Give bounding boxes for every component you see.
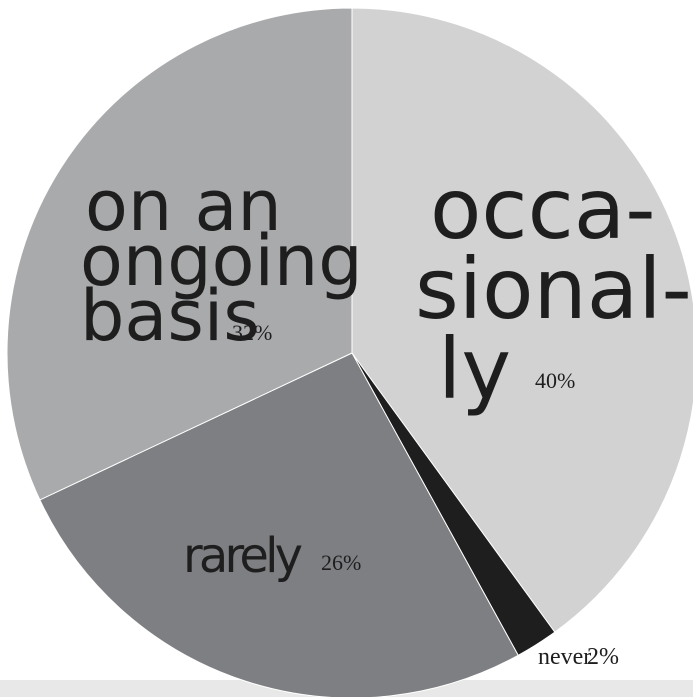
slice-label-on-an-ongoing-basis-line-1: on an [85,165,282,247]
pie-slice-on-an-ongoing-basis [6,7,353,501]
slice-label-occasionally-line-3: ly [438,320,511,418]
slice-percent-occasionally: 40% [535,368,575,393]
slice-percent-rarely: 26% [321,550,361,575]
slice-label-never-line-1: never [538,644,591,670]
pie-slice-rarely [39,352,519,697]
slice-label-on-an-ongoing-basis-line-2: ongoing [80,220,363,302]
slice-label-on-an-ongoing-basis-line-3: basis [80,275,260,357]
slice-label-rarely-line-1: rarely [183,528,303,584]
slice-percent-never: 2% [587,644,619,670]
pie-slice-occasionally [351,7,693,633]
slice-percent-on-an-ongoing-basis: 32% [232,320,272,345]
slice-label-occasionally-line-1: occa- [430,160,656,258]
slice-label-occasionally-line-2: sional- [415,240,692,338]
